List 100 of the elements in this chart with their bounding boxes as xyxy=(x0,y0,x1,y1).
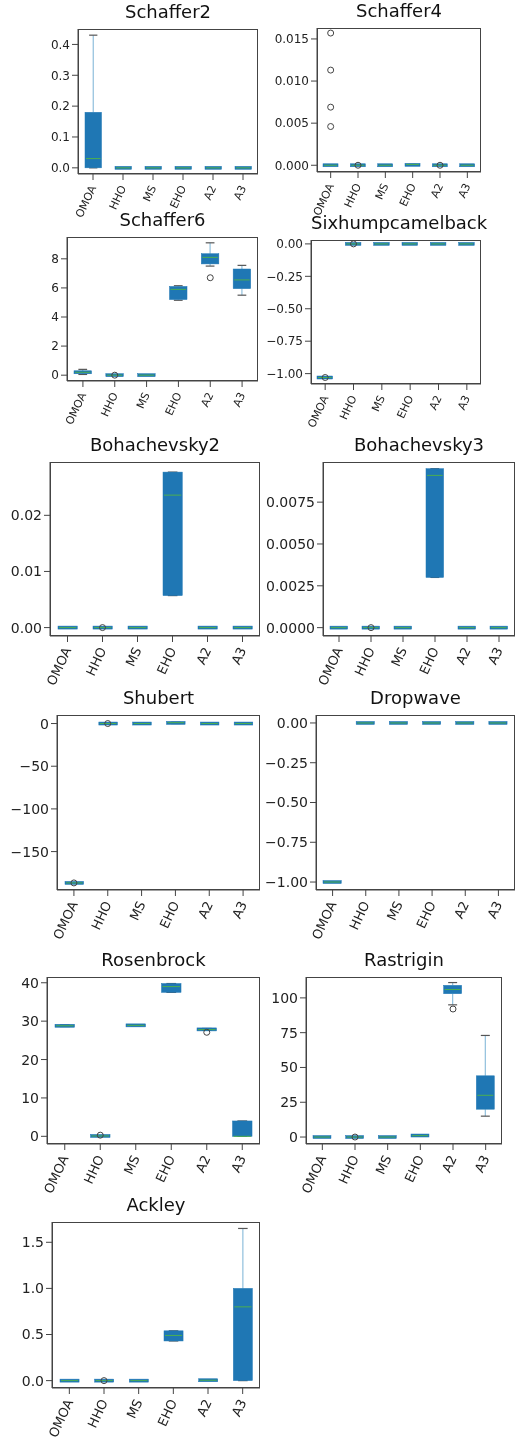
y-tick-label: 25 xyxy=(280,1094,298,1111)
x-tick-label: A2 xyxy=(198,390,217,410)
y-tick-label: 1.0 xyxy=(21,1280,44,1297)
x-tick-label: A2 xyxy=(426,393,445,413)
y-tick-label: 0.00 xyxy=(10,619,42,636)
chart-title: Ackley xyxy=(126,1194,186,1215)
x-tick-label: MS xyxy=(120,1152,143,1177)
y-tick-label: 0.3 xyxy=(50,68,70,83)
x-tick-label: HHO xyxy=(335,1152,362,1187)
chart-title: Schaffer4 xyxy=(354,0,444,23)
y-tick-label: 10 xyxy=(21,1089,39,1106)
y-tick-label: 0.0 xyxy=(50,161,70,176)
x-tick-label: A3 xyxy=(230,390,249,410)
x-tick-label: HHO xyxy=(337,393,360,422)
x-tick-label: A3 xyxy=(471,1152,493,1175)
x-tick-label: MS xyxy=(123,1396,146,1421)
x-tick-label: A2 xyxy=(438,1152,460,1175)
y-tick-label: 0.01 xyxy=(10,563,42,580)
x-tick-label: EHO xyxy=(162,390,185,418)
chart-title: Schaffer6 xyxy=(119,209,206,230)
y-tick-label: 0.0075 xyxy=(266,494,315,511)
y-tick-label: 100 xyxy=(271,989,298,1006)
x-tick-label: HHO xyxy=(98,390,122,419)
y-tick-label: 40 xyxy=(21,974,39,991)
y-tick-label: 0.5 xyxy=(21,1326,44,1343)
y-tick-label: 0.1 xyxy=(50,130,70,145)
x-tick-label: A3 xyxy=(484,898,506,921)
x-tick-label: MS xyxy=(126,898,149,923)
x-tick-label: HHO xyxy=(84,1396,111,1431)
y-tick-label: 0.0050 xyxy=(266,535,315,552)
y-tick-label: −1.00 xyxy=(266,366,303,381)
x-tick-label: MS xyxy=(369,393,389,414)
chart-title: Schaffer2 xyxy=(123,0,213,24)
y-tick-label: −100 xyxy=(10,800,49,817)
x-tick-label: EHO xyxy=(394,393,417,421)
x-tick-label: HHO xyxy=(351,644,378,679)
y-tick-label: −0.75 xyxy=(265,834,308,851)
y-tick-label: 30 xyxy=(21,1013,39,1030)
y-tick-label: 0.4 xyxy=(50,37,70,52)
x-tick-label: EHO xyxy=(401,1152,428,1185)
y-tick-label: 0 xyxy=(30,1128,39,1145)
x-tick-label: A3 xyxy=(455,393,474,413)
y-tick-label: 6 xyxy=(51,281,59,296)
x-tick-label: HHO xyxy=(88,898,115,933)
y-tick-label: −0.25 xyxy=(266,269,303,284)
chart-title: Rosenbrock xyxy=(100,948,207,972)
chart-title: Bohachevsky3 xyxy=(352,433,486,457)
x-tick-label: HHO xyxy=(83,644,110,679)
x-tick-label: A2 xyxy=(428,181,447,201)
y-tick-label: 0.00 xyxy=(276,714,308,731)
x-tick-label: MS xyxy=(388,644,410,669)
y-tick-label: 0.0025 xyxy=(266,577,315,594)
y-tick-label: −150 xyxy=(10,843,49,860)
x-tick-label: EHO xyxy=(156,898,183,931)
y-tick-label: 0.000 xyxy=(274,158,309,173)
x-tick-label: MS xyxy=(140,183,160,204)
y-tick-label: 0.00 xyxy=(276,237,303,252)
x-tick-label: EHO xyxy=(413,898,439,931)
y-tick-label: −50 xyxy=(19,758,49,775)
x-tick-label: A2 xyxy=(193,644,215,667)
y-tick-label: 0.0 xyxy=(21,1372,44,1389)
y-tick-label: 20 xyxy=(21,1051,39,1068)
y-tick-label: −0.25 xyxy=(265,754,308,771)
x-tick-label: EHO xyxy=(397,181,420,209)
x-tick-label: HHO xyxy=(346,898,373,933)
y-tick-label: 0.2 xyxy=(50,99,70,114)
x-tick-label: A3 xyxy=(228,1396,250,1419)
y-tick-label: 75 xyxy=(280,1024,298,1041)
x-tick-label: A3 xyxy=(228,1152,250,1175)
y-tick-label: 2 xyxy=(51,339,59,354)
x-tick-label: EHO xyxy=(154,1396,181,1429)
y-tick-label: 0 xyxy=(40,715,49,732)
x-tick-label: HHO xyxy=(341,181,365,210)
x-tick-label: HHO xyxy=(80,1152,108,1187)
x-tick-label: HHO xyxy=(106,183,130,212)
x-tick-label: EHO xyxy=(167,183,190,211)
y-tick-label: 0.005 xyxy=(274,116,309,131)
y-tick-label: 1.5 xyxy=(21,1234,44,1251)
x-tick-label: A3 xyxy=(228,644,250,667)
x-tick-label: MS xyxy=(372,181,392,202)
y-tick-label: 0 xyxy=(51,368,59,383)
x-tick-label: MS xyxy=(122,644,145,669)
y-tick-label: −0.50 xyxy=(266,302,303,317)
y-tick-label: 50 xyxy=(280,1059,298,1076)
x-tick-label: A2 xyxy=(451,898,473,921)
x-tick-label: MS xyxy=(372,1152,395,1177)
y-tick-label: −0.50 xyxy=(265,794,308,811)
y-tick-label: 0.015 xyxy=(274,32,309,47)
x-tick-label: A3 xyxy=(229,898,250,921)
y-tick-label: 0.010 xyxy=(274,74,309,89)
chart-title: Shubert xyxy=(122,687,195,708)
chart-title: Rastrigin xyxy=(363,948,445,972)
x-tick-label: MS xyxy=(134,390,153,411)
x-tick-label: A2 xyxy=(195,898,217,921)
y-tick-label: 8 xyxy=(51,252,59,267)
y-tick-label: 0.0000 xyxy=(266,619,315,636)
x-tick-label: A3 xyxy=(484,644,506,667)
y-tick-label: 0 xyxy=(289,1129,298,1146)
x-tick-label: A2 xyxy=(192,1152,214,1175)
chart-title: Dropwave xyxy=(370,687,461,708)
